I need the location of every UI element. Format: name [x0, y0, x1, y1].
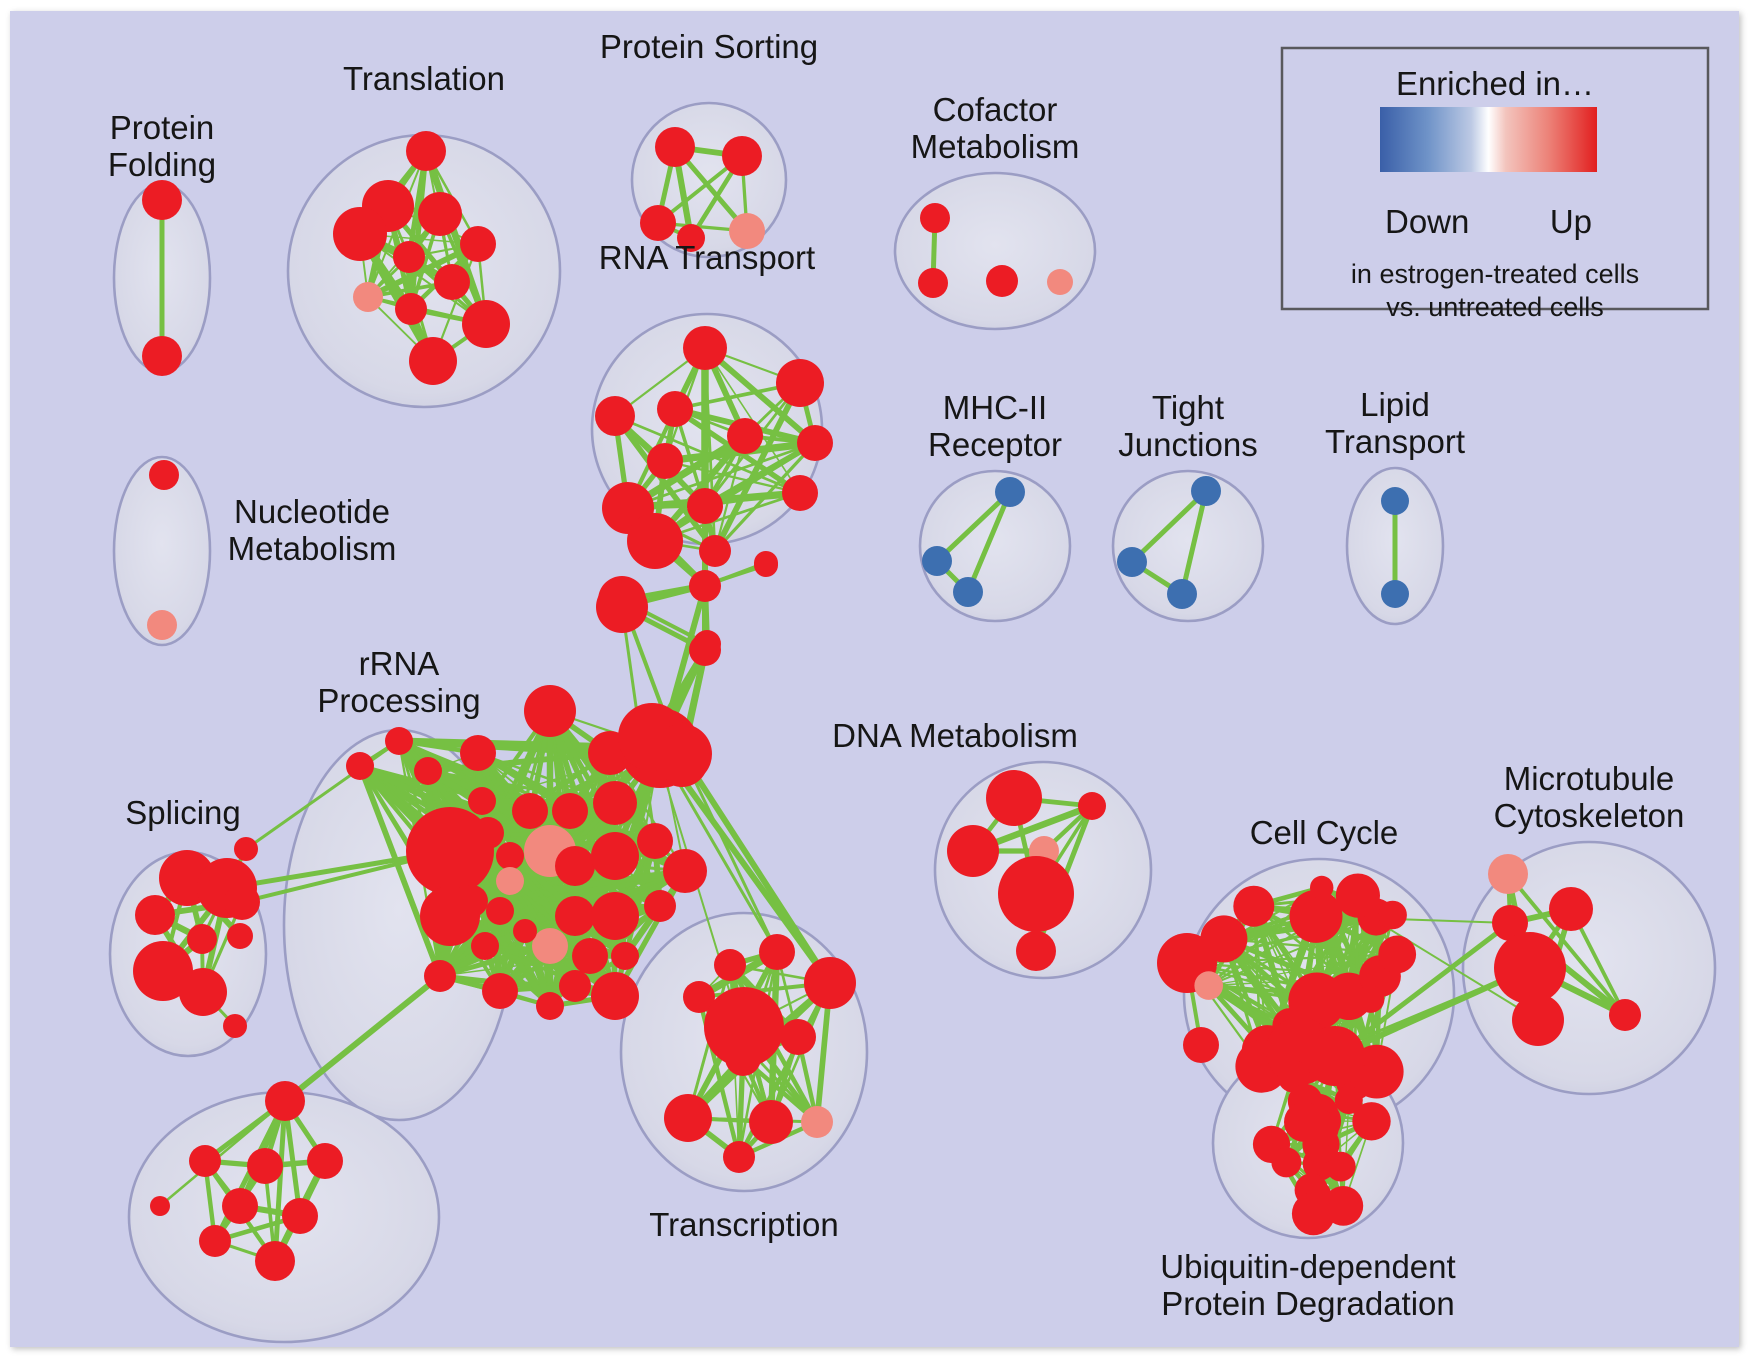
- svg-text:Tight: Tight: [1152, 389, 1224, 426]
- svg-text:in estrogen-treated cells: in estrogen-treated cells: [1351, 259, 1639, 289]
- svg-text:vs. untreated cells: vs. untreated cells: [1386, 292, 1604, 322]
- svg-text:Down: Down: [1385, 203, 1469, 240]
- svg-text:rRNA: rRNA: [359, 645, 440, 682]
- svg-text:Protein: Protein: [110, 109, 215, 146]
- svg-text:Cytoskeleton: Cytoskeleton: [1494, 797, 1685, 834]
- svg-text:Receptor: Receptor: [928, 426, 1062, 463]
- svg-text:Cofactor: Cofactor: [933, 91, 1058, 128]
- svg-text:Metabolism: Metabolism: [911, 128, 1080, 165]
- svg-text:Folding: Folding: [108, 146, 216, 183]
- svg-text:RNA Transport: RNA Transport: [599, 239, 815, 276]
- svg-text:Protein Degradation: Protein Degradation: [1161, 1285, 1455, 1322]
- svg-text:MHC-II: MHC-II: [943, 389, 1047, 426]
- svg-text:Transcription: Transcription: [649, 1206, 839, 1243]
- svg-text:Splicing: Splicing: [125, 794, 241, 831]
- svg-text:Up: Up: [1550, 203, 1592, 240]
- svg-text:Microtubule: Microtubule: [1504, 760, 1675, 797]
- svg-text:DNA Metabolism: DNA Metabolism: [832, 717, 1078, 754]
- svg-text:Enriched in…: Enriched in…: [1396, 65, 1594, 102]
- svg-text:Protein Sorting: Protein Sorting: [600, 28, 818, 65]
- svg-text:Ubiquitin-dependent: Ubiquitin-dependent: [1160, 1248, 1455, 1285]
- svg-text:Metabolism: Metabolism: [228, 530, 397, 567]
- svg-text:Transport: Transport: [1325, 423, 1465, 460]
- svg-text:Junctions: Junctions: [1118, 426, 1257, 463]
- svg-text:Translation: Translation: [343, 60, 505, 97]
- svg-text:Lipid: Lipid: [1360, 386, 1430, 423]
- svg-text:Cell Cycle: Cell Cycle: [1250, 814, 1399, 851]
- svg-text:Processing: Processing: [317, 682, 480, 719]
- svg-text:Nucleotide: Nucleotide: [234, 493, 390, 530]
